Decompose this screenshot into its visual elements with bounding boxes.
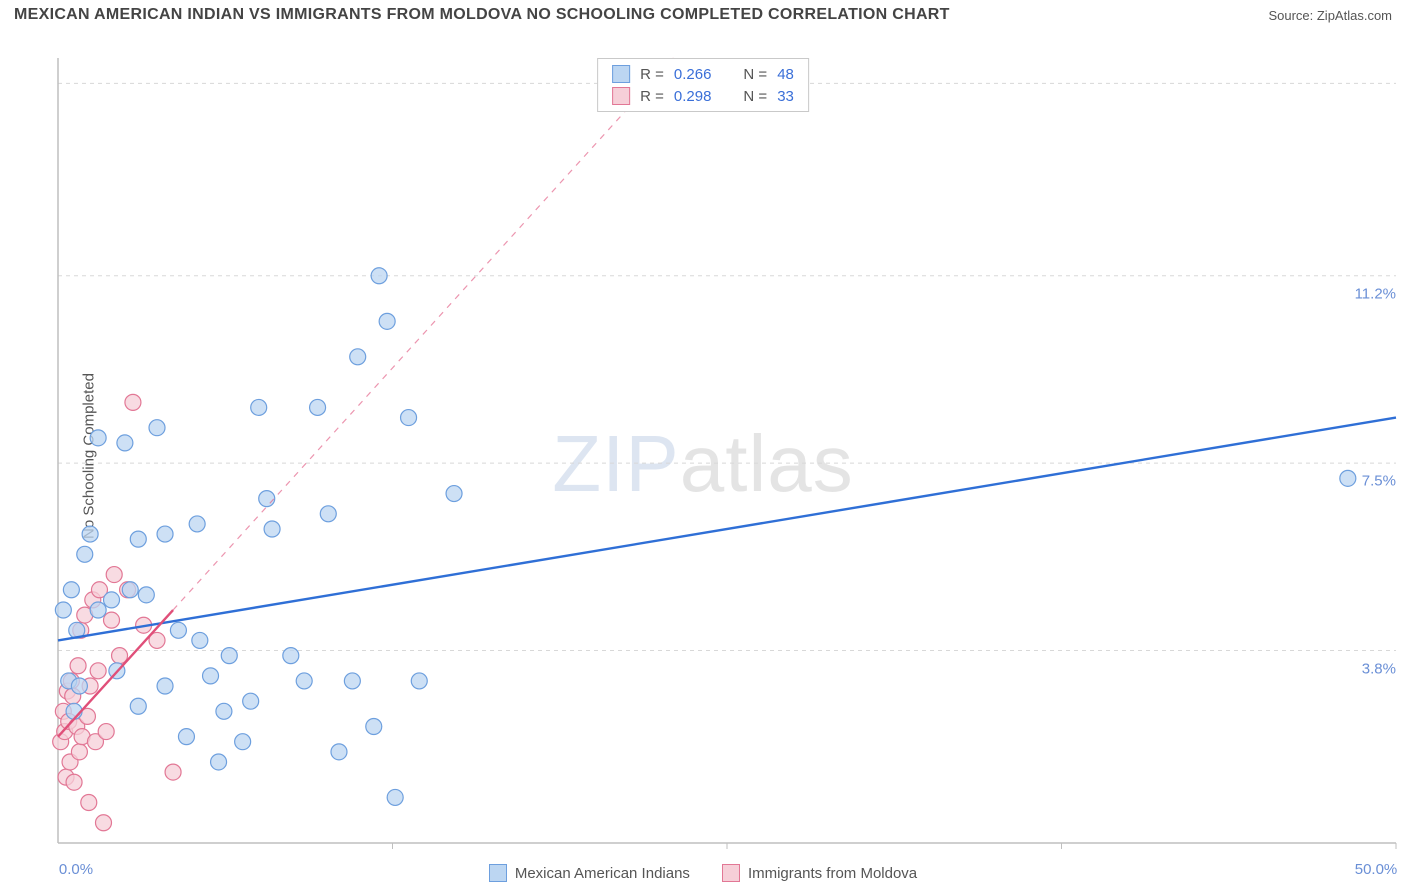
chart-area: No Schooling Completed ZIPatlas R = 0.26… (0, 28, 1406, 884)
legend-square-icon (612, 65, 630, 83)
y-tick-label: 7.5% (1362, 473, 1396, 490)
x-tick-label: 0.0% (59, 861, 93, 878)
legend-label: Mexican American Indians (515, 865, 690, 882)
legend-item-mexican: Mexican American Indians (489, 864, 690, 882)
y-tick-label: 11.2% (1355, 285, 1396, 302)
n-label: N = (743, 88, 767, 105)
n-value: 33 (777, 88, 794, 105)
legend-square-icon (722, 864, 740, 882)
chart-title: MEXICAN AMERICAN INDIAN VS IMMIGRANTS FR… (14, 6, 950, 24)
legend-row-mexican: R = 0.266 N = 48 (612, 63, 794, 85)
legend-row-moldova: R = 0.298 N = 33 (612, 85, 794, 107)
y-tick-label: 3.8% (1362, 660, 1396, 677)
legend-square-icon (489, 864, 507, 882)
r-label: R = (640, 88, 664, 105)
r-label: R = (640, 66, 664, 83)
scatter-chart-svg (0, 28, 1406, 884)
legend-square-icon (612, 87, 630, 105)
r-value: 0.298 (674, 88, 712, 105)
correlation-legend: R = 0.266 N = 48 R = 0.298 N = 33 (597, 58, 809, 112)
r-value: 0.266 (674, 66, 712, 83)
n-label: N = (743, 66, 767, 83)
n-value: 48 (777, 66, 794, 83)
legend-item-moldova: Immigrants from Moldova (722, 864, 917, 882)
x-tick-label: 50.0% (1355, 861, 1398, 878)
series-legend: Mexican American Indians Immigrants from… (0, 864, 1406, 882)
chart-source: Source: ZipAtlas.com (1268, 8, 1392, 23)
legend-label: Immigrants from Moldova (748, 865, 917, 882)
